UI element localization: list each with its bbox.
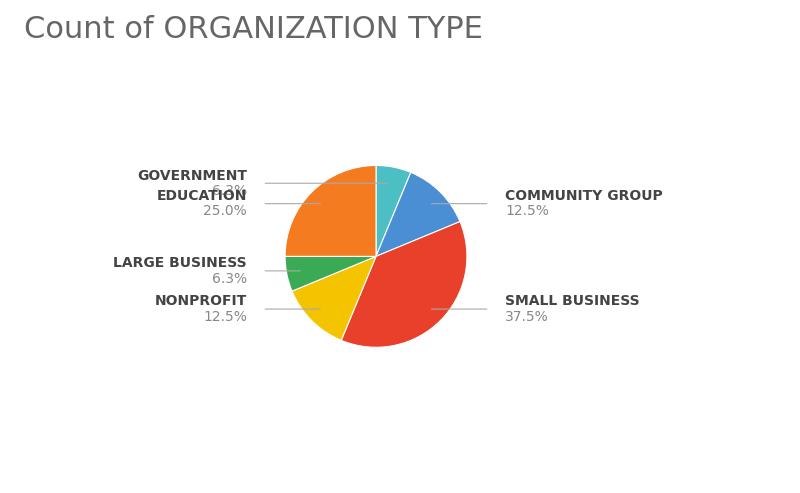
Text: 6.3%: 6.3%: [212, 272, 247, 285]
Wedge shape: [376, 166, 410, 256]
Text: 12.5%: 12.5%: [203, 310, 247, 324]
Wedge shape: [292, 256, 376, 340]
Wedge shape: [285, 166, 376, 256]
Text: GOVERNMENT: GOVERNMENT: [137, 169, 247, 182]
Text: SMALL BUSINESS: SMALL BUSINESS: [505, 294, 640, 308]
Text: NONPROFIT: NONPROFIT: [154, 294, 247, 308]
Wedge shape: [285, 256, 376, 291]
Wedge shape: [376, 173, 460, 256]
Text: 12.5%: 12.5%: [505, 205, 549, 218]
Wedge shape: [342, 221, 467, 347]
Text: LARGE BUSINESS: LARGE BUSINESS: [114, 256, 247, 270]
Text: 25.0%: 25.0%: [203, 205, 247, 218]
Text: 37.5%: 37.5%: [505, 310, 549, 324]
Text: EDUCATION: EDUCATION: [157, 189, 247, 203]
Text: COMMUNITY GROUP: COMMUNITY GROUP: [505, 189, 663, 203]
Text: 6.3%: 6.3%: [212, 184, 247, 198]
Text: Count of ORGANIZATION TYPE: Count of ORGANIZATION TYPE: [24, 15, 483, 44]
